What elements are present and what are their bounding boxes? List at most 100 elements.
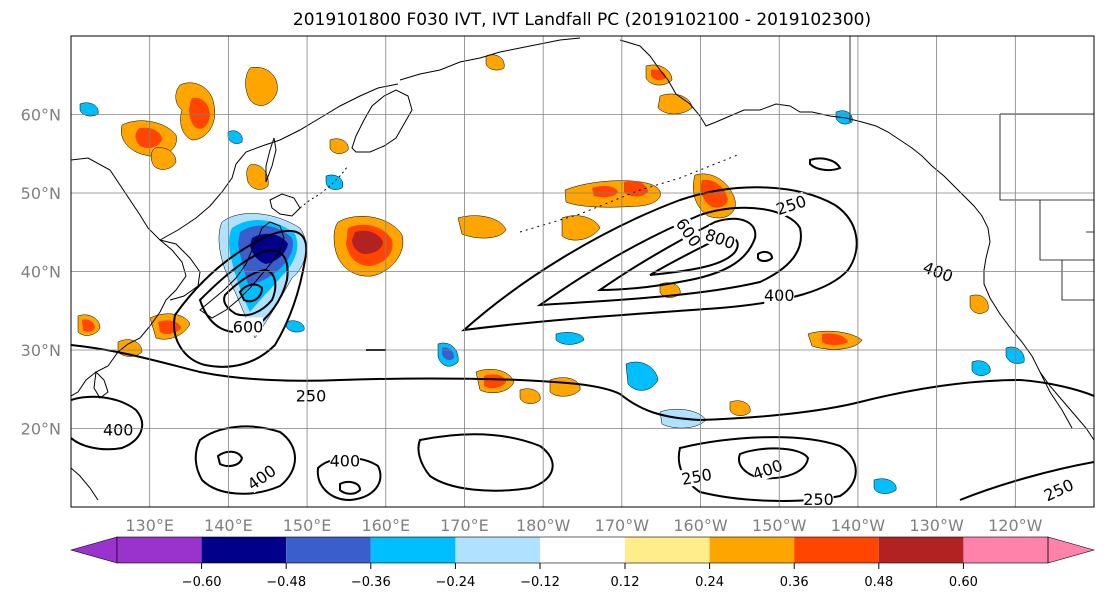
- colorbar-bin-0: [117, 537, 202, 563]
- contour-label-text: 400: [103, 420, 134, 439]
- ivt-contour-400-east: [536, 206, 802, 307]
- contour-label-6: 250: [296, 386, 327, 406]
- colorbar-tick-label: −0.48: [266, 575, 306, 590]
- negative-anomaly-japan-max: [250, 233, 288, 264]
- coastline-sakhalin: [265, 137, 277, 183]
- colorbar-tick-label: −0.12: [520, 575, 560, 590]
- colorbar-tick-label: −0.36: [351, 575, 391, 590]
- contour-label-12: 250: [803, 490, 834, 507]
- colorbar-ticks: −0.60 −0.48 −0.36 −0.24 −0.12 0.12 0.24 0.36 0.4…: [182, 563, 978, 590]
- ivt-contour-small-1: [757, 250, 774, 262]
- colorbar-bin-5: [540, 537, 625, 563]
- ivt-contour-250-west: [173, 229, 308, 368]
- lon-tick-label: 140°W: [831, 516, 886, 535]
- ivt-contour-600-west: [223, 268, 277, 317]
- lat-tick-label: 20°N: [21, 420, 61, 439]
- lat-tick-label: 50°N: [21, 184, 61, 203]
- positive-anomaly-siberia3: [150, 147, 177, 170]
- lon-tick-label: 170°E: [440, 516, 489, 535]
- lon-tick-label: 120°W: [988, 516, 1043, 535]
- positive-anomaly-central-pac: [457, 215, 507, 239]
- ivt-contour-250-far-east: [959, 461, 1094, 501]
- lon-tick-label: 150°E: [283, 516, 332, 535]
- positive-anomaly-siberia2: [245, 66, 278, 106]
- colorbar-tick-label: 0.24: [695, 575, 724, 590]
- ivt-contour-400-se: [738, 447, 810, 480]
- lat-tick-label: 40°N: [21, 263, 61, 282]
- contour-label-5: 600: [233, 317, 264, 336]
- colorbar-tick-label: 0.60: [949, 575, 978, 590]
- colorbar-bin-6: [625, 537, 710, 563]
- figure-title: 2019101800 F030 IVT, IVT Landfall PC (20…: [293, 10, 871, 30]
- coastline-japan: [199, 221, 285, 319]
- negative-anomaly-east: [625, 361, 659, 391]
- colorbar-frame: [116, 536, 1049, 564]
- contour-label-text: 400: [330, 452, 361, 471]
- contour-label-10: 250: [680, 465, 713, 489]
- negative-anomaly-ca2: [971, 360, 991, 376]
- ivt-contours: [71, 157, 1094, 502]
- ivt-contour-400-west: [198, 249, 289, 334]
- ivt-contour-inner-south2: [339, 481, 362, 495]
- colorbar-tick-label: 0.36: [780, 575, 809, 590]
- positive-anomaly-nwpac-core: [352, 230, 383, 254]
- ivt-contour-inner-south: [216, 450, 244, 467]
- lat-tick-label: 60°N: [21, 106, 61, 125]
- contour-label-8: 400: [329, 451, 361, 471]
- contour-label-bg: [703, 224, 738, 253]
- gridlines: [71, 36, 1094, 507]
- positive-anomaly-scs-inner: [82, 319, 95, 332]
- lon-tick-label: 160°W: [673, 516, 728, 535]
- lon-tick-label: 160°E: [361, 516, 410, 535]
- positive-anomaly-sub5: [329, 138, 349, 154]
- lon-tick-label: 180°W: [516, 516, 571, 535]
- colorbar-tick-label: 0.48: [864, 575, 893, 590]
- coastline-taiwan: [93, 370, 109, 399]
- ivt-contour-inner-japan: [238, 283, 264, 303]
- coastline-kurils: [299, 165, 349, 209]
- positive-anomaly-sub3: [729, 400, 751, 416]
- contour-label-7: 400: [103, 420, 134, 439]
- coastline-korea: [159, 239, 201, 301]
- negative-anomaly-ne3: [227, 130, 243, 144]
- contour-label-bg: [296, 386, 327, 405]
- coastline-russia-east: [159, 83, 399, 241]
- positive-anomaly-gulf-alaska-inner2: [624, 180, 648, 197]
- colorbar-bin-9: [878, 537, 964, 563]
- positive-anomaly-ne-pac-inner: [700, 179, 728, 208]
- colorbar-tick-label: 0.12: [611, 575, 640, 590]
- contour-label-bg: [773, 191, 809, 218]
- lon-tick-label: 170°W: [595, 516, 650, 535]
- coastlines: [71, 37, 1094, 501]
- ivt-contour-250-south: [417, 433, 554, 492]
- colorbar-bin-8: [794, 537, 879, 563]
- positive-anomaly-central-pac2: [561, 215, 601, 241]
- ivt-contour-250-mid: [71, 344, 1094, 422]
- positive-anomaly-okhotsk-inner: [189, 97, 210, 129]
- coastline-hokkaido: [269, 193, 301, 217]
- colorbar-bin-2: [286, 537, 371, 563]
- contour-label-bg: [329, 451, 360, 470]
- lon-tick-label: 130°W: [909, 516, 964, 535]
- positive-anomaly-hawaii-inner: [822, 333, 848, 345]
- latitude-labels: 20°N 30°N 40°N 50°N 60°N: [21, 106, 61, 439]
- coastline-philippines: [71, 467, 99, 501]
- map-frame: [70, 35, 1095, 508]
- negative-anomaly-ne: [873, 478, 897, 494]
- positive-anomaly-taiwan: [117, 339, 143, 357]
- contour-label-bg: [103, 420, 134, 439]
- colorbar: −0.60 −0.48 −0.36 −0.24 −0.12 0.12 0.24 0.36 0.4…: [69, 536, 1096, 590]
- negative-anomaly-east2: [555, 332, 585, 345]
- colorbar-bins: [117, 537, 1048, 563]
- coastline-asia: [71, 157, 187, 397]
- lon-tick-label: 130°E: [125, 516, 174, 535]
- positive-anomaly-alaska: [485, 54, 505, 71]
- ivt-contour-600-east: [596, 217, 757, 292]
- positive-anomaly-siberia4: [246, 164, 269, 190]
- positive-anomaly-central-pac3-inner: [484, 374, 506, 389]
- negative-anomaly-subtropic-core: [442, 347, 454, 361]
- contour-label-bg: [233, 317, 264, 336]
- positive-anomaly-siberia-inner: [135, 127, 162, 148]
- longitude-labels: 130°E 140°E 150°E 160°E 170°E 180°W 170°W 160°W…: [125, 516, 1042, 535]
